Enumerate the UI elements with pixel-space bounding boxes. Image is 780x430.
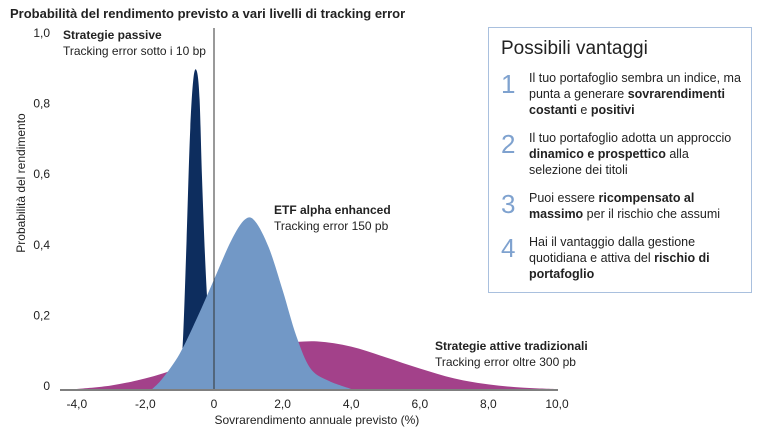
x-tick-label: 10,0 [545,397,569,411]
advantage-text: Hai il vantaggio dalla gestione quotidia… [529,234,741,282]
chart-title: Probabilità del rendimento previsto a va… [10,6,406,21]
x-tick-label: 6,0 [411,397,428,411]
advantage-item: 3 Puoi essere ricompensato al massimo per… [501,190,741,222]
y-axis-label: Probabilità del rendimento [14,113,28,253]
advantage-text-part: Hai il vantaggio dalla gestione quotidia… [529,235,696,265]
panel-title: Possibili vantaggi [501,38,648,59]
advantage-text-bold: positivi [590,103,635,117]
y-tick-label: 0,8 [33,97,50,111]
series-area-2 [152,217,352,389]
advantage-text-bold: sovrarendimenti costanti [529,87,725,117]
series-label: Strategie passive [63,28,162,42]
advantage-number: 1 [501,69,516,99]
y-tick-label: 0,4 [33,238,50,252]
advantage-text: Il tuo portafoglio adotta un approccio d… [529,130,741,178]
advantage-text-part: Puoi essere [529,191,599,205]
advantage-text-bold: ricompensato al massimo [529,191,695,221]
y-tick-label: 1,0 [33,26,50,40]
series-label: Strategie attive tradizionali [435,339,588,353]
advantage-number: 2 [501,129,516,159]
advantage-text: Puoi essere ricompensato al massimo per … [529,190,741,222]
advantage-text: Il tuo portafoglio sembra un indice, ma … [529,70,741,118]
x-tick-label: 0 [211,397,218,411]
advantage-text-part: e [576,103,591,117]
advantage-item: 2 Il tuo portafoglio adotta un approccio … [501,130,741,178]
advantage-number: 4 [501,233,516,263]
series-label: ETF alpha enhanced [274,203,391,217]
advantage-text-part: Il tuo portafoglio sembra un indice, ma … [529,71,741,101]
x-tick-label: 2,0 [274,397,291,411]
y-tick-label: 0 [43,379,50,393]
advantage-item: 1 Il tuo portafoglio sembra un indice, ma… [501,70,741,118]
advantage-text-bold: dinamico e prospettico [529,147,666,161]
y-tick-label: 0,6 [33,167,50,181]
x-tick-label: -4,0 [66,397,87,411]
series-sublabel: Tracking error oltre 300 pb [435,355,576,369]
advantage-text-part: Il tuo portafoglio adotta un approccio [529,131,732,145]
series-sublabel: Tracking error sotto i 10 bp [63,44,206,58]
advantage-item: 4 Hai il vantaggio dalla gestione quotidi… [501,234,741,282]
y-tick-label: 0,2 [33,308,50,322]
advantages-panel: Possibili vantaggi 1 Il tuo portafoglio s… [488,27,752,293]
advantage-text-part: alla selezione dei titoli [529,147,689,177]
x-axis-label: Sovrarendimento annuale previsto (%) [215,413,420,427]
x-tick-label: 8,0 [480,397,497,411]
series-sublabel: Tracking error 150 pb [274,219,389,233]
advantage-text-bold: rischio di portafoglio [529,251,710,281]
advantage-number: 3 [501,189,516,219]
x-tick-label: -2,0 [135,397,156,411]
x-tick-label: 4,0 [343,397,360,411]
advantage-text-part: per il rischio che assumi [583,207,721,221]
